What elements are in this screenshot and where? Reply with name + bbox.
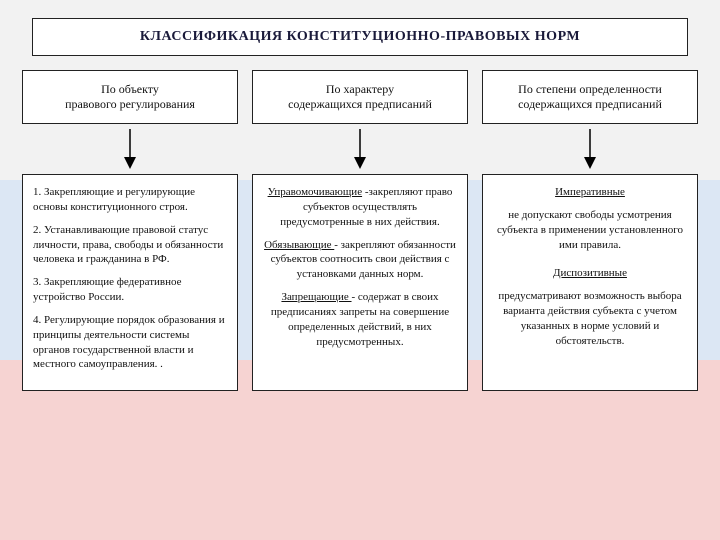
columns-row: По объектуправового регулирования 1. Зак… (22, 70, 698, 391)
column-3: По степени определенностисодержащихся пр… (482, 70, 698, 391)
col3-term1: Императивные (493, 185, 687, 200)
col3-term2: Диспозитивные (493, 266, 687, 281)
category-box-3: По степени определенностисодержащихся пр… (482, 70, 698, 124)
arrow-1 (22, 124, 238, 174)
term-obyaz: Обязывающие (264, 239, 334, 251)
column-2: По характерусодержащихся предписаний Упр… (252, 70, 468, 391)
col2-para2: Обязывающие - закрепляют обязанности суб… (263, 238, 457, 283)
detail-box-3: Императивные не допускают свободы усмотр… (482, 174, 698, 391)
detail-box-1: 1. Закрепляющие и регулирующие основы ко… (22, 174, 238, 391)
arrow-down-icon (121, 127, 139, 171)
term-zapret: Запрещающие (281, 291, 351, 303)
col3-rest2: предусматривают возможность выбора вариа… (493, 289, 687, 348)
col2-para3: Запрещающие - содержат в своих предписан… (263, 290, 457, 349)
col1-item2: 2. Устанавливающие правовой статус лично… (33, 223, 227, 268)
category-box-2: По характерусодержащихся предписаний (252, 70, 468, 124)
term-upravo: Управомочивающие (268, 186, 362, 198)
arrow-2 (252, 124, 468, 174)
col2-para1: Управомочивающие -закрепляют право субъе… (263, 185, 457, 230)
arrow-down-icon (581, 127, 599, 171)
col1-item3: 3. Закрепляющие федеративное устройство … (33, 275, 227, 305)
col1-item4: 4. Регулирующие порядок образования и пр… (33, 313, 227, 372)
category-box-1: По объектуправового регулирования (22, 70, 238, 124)
arrow-down-icon (351, 127, 369, 171)
detail-box-2: Управомочивающие -закрепляют право субъе… (252, 174, 468, 391)
column-1: По объектуправового регулирования 1. Зак… (22, 70, 238, 391)
arrow-3 (482, 124, 698, 174)
main-title: КЛАССИФИКАЦИЯ КОНСТИТУЦИОННО-ПРАВОВЫХ НО… (32, 18, 688, 56)
col3-rest1: не допускают свободы усмотрения субъекта… (493, 208, 687, 253)
term-imperativ: Императивные (555, 186, 625, 198)
term-dispozitiv: Диспозитивные (553, 267, 627, 279)
col1-item1: 1. Закрепляющие и регулирующие основы ко… (33, 185, 227, 215)
diagram-root: КЛАССИФИКАЦИЯ КОНСТИТУЦИОННО-ПРАВОВЫХ НО… (0, 0, 720, 540)
